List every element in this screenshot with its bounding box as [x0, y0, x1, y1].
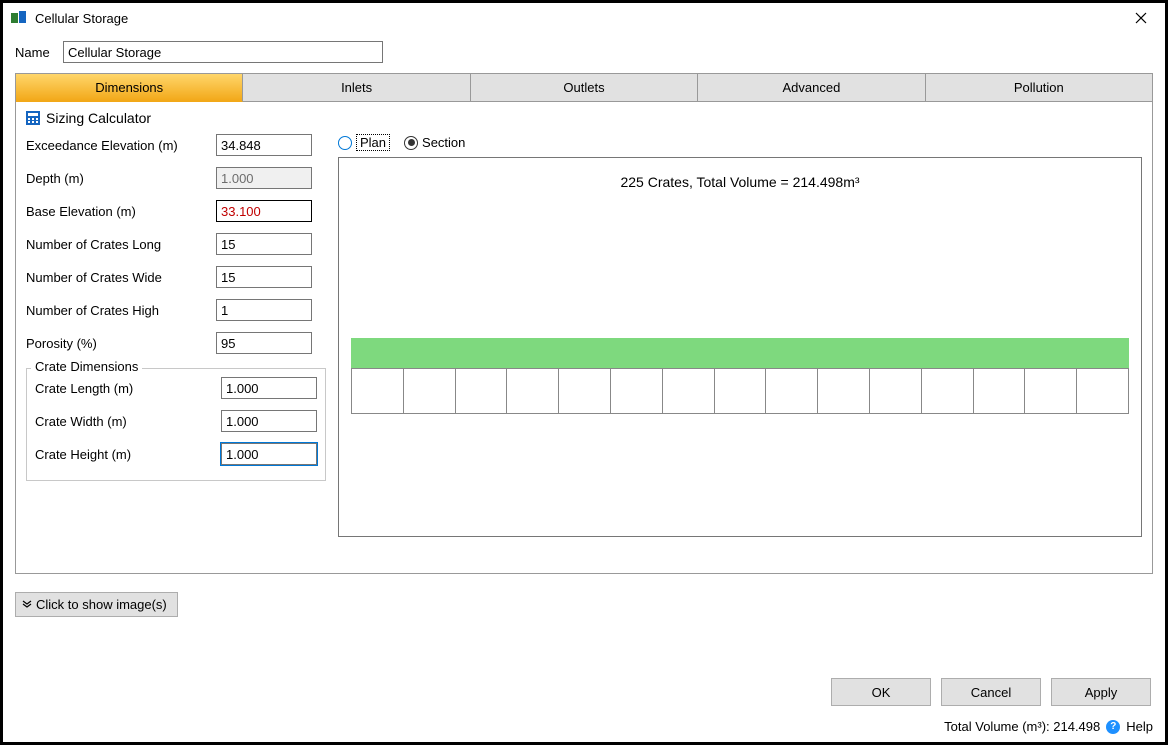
chevron-down-icon — [22, 597, 32, 612]
crate-cell — [974, 369, 1026, 413]
crate-cell — [663, 369, 715, 413]
label-crate-width: Crate Width (m) — [35, 414, 221, 429]
window-title: Cellular Storage — [35, 11, 128, 26]
crate-cell — [352, 369, 404, 413]
tab-pollution[interactable]: Pollution — [926, 74, 1152, 102]
crate-cell — [922, 369, 974, 413]
input-crate-width[interactable] — [221, 410, 317, 432]
ok-button[interactable]: OK — [831, 678, 931, 706]
crate-dimensions-group: Crate Dimensions Crate Length (m) Crate … — [26, 368, 326, 481]
close-button[interactable] — [1121, 5, 1161, 31]
name-row: Name — [15, 41, 1153, 63]
row-base-elevation: Base Elevation (m) — [26, 200, 326, 222]
tab-strip: Dimensions Inlets Outlets Advanced Pollu… — [15, 73, 1153, 102]
status-bar: Total Volume (m³): 214.498 ? Help — [944, 719, 1153, 734]
row-porosity: Porosity (%) — [26, 332, 326, 354]
label-crates-wide: Number of Crates Wide — [26, 270, 216, 285]
tab-advanced[interactable]: Advanced — [698, 74, 925, 102]
radio-plan[interactable]: Plan — [338, 134, 390, 151]
radio-plan-circle-icon — [338, 136, 352, 150]
left-column: Exceedance Elevation (m) Depth (m) Base … — [26, 134, 326, 537]
label-crate-height: Crate Height (m) — [35, 447, 221, 462]
section-preview-title: 225 Crates, Total Volume = 214.498m³ — [339, 158, 1141, 190]
row-crate-height: Crate Height (m) — [35, 443, 317, 465]
crate-dimensions-legend: Crate Dimensions — [31, 359, 142, 374]
input-crate-height[interactable] — [221, 443, 317, 465]
crate-cell — [715, 369, 767, 413]
input-crates-long[interactable] — [216, 233, 312, 255]
apply-button[interactable]: Apply — [1051, 678, 1151, 706]
crate-cell — [559, 369, 611, 413]
label-base-elevation: Base Elevation (m) — [26, 204, 216, 219]
right-column: Plan Section 225 Crates, Total Volume = … — [338, 134, 1142, 537]
crate-cell — [766, 369, 818, 413]
help-link[interactable]: Help — [1126, 719, 1153, 734]
input-crate-length[interactable] — [221, 377, 317, 399]
crate-cell — [507, 369, 559, 413]
radio-section-label: Section — [422, 135, 465, 150]
tab-outlets[interactable]: Outlets — [471, 74, 698, 102]
radio-section[interactable]: Section — [404, 135, 465, 150]
input-exceedance-elevation[interactable] — [216, 134, 312, 156]
input-porosity[interactable] — [216, 332, 312, 354]
input-depth — [216, 167, 312, 189]
tab-inlets[interactable]: Inlets — [243, 74, 470, 102]
row-exceedance-elevation: Exceedance Elevation (m) — [26, 134, 326, 156]
name-input[interactable] — [63, 41, 383, 63]
label-porosity: Porosity (%) — [26, 336, 216, 351]
app-icon — [11, 10, 27, 26]
cellular-storage-dialog: Cellular Storage Name Dimensions Inlets … — [0, 0, 1168, 745]
radio-plan-label: Plan — [356, 134, 390, 151]
tab-dimensions[interactable]: Dimensions — [16, 74, 243, 102]
sizing-calculator-bar[interactable]: Sizing Calculator — [26, 106, 1142, 134]
cancel-button[interactable]: Cancel — [941, 678, 1041, 706]
row-crates-wide: Number of Crates Wide — [26, 266, 326, 288]
crate-cell — [818, 369, 870, 413]
show-images-label: Click to show image(s) — [36, 597, 167, 612]
label-crates-high: Number of Crates High — [26, 303, 216, 318]
row-crate-width: Crate Width (m) — [35, 410, 317, 432]
label-exceedance-elevation: Exceedance Elevation (m) — [26, 138, 216, 153]
crate-cell — [404, 369, 456, 413]
titlebar: Cellular Storage — [3, 3, 1165, 33]
view-toggle: Plan Section — [338, 134, 1142, 151]
name-label: Name — [15, 45, 63, 60]
total-volume-label: Total Volume (m³): 214.498 — [944, 719, 1100, 734]
crate-cell — [870, 369, 922, 413]
show-images-button[interactable]: Click to show image(s) — [15, 592, 178, 617]
input-crates-wide[interactable] — [216, 266, 312, 288]
label-depth: Depth (m) — [26, 171, 216, 186]
section-crate-row — [351, 368, 1129, 414]
crate-cell — [1077, 369, 1129, 413]
label-crate-length: Crate Length (m) — [35, 381, 221, 396]
section-preview-canvas: 225 Crates, Total Volume = 214.498m³ — [338, 157, 1142, 537]
section-fill-bar — [351, 338, 1129, 368]
input-crates-high[interactable] — [216, 299, 312, 321]
row-crate-length: Crate Length (m) — [35, 377, 317, 399]
content-area: Name Dimensions Inlets Outlets Advanced … — [3, 33, 1165, 617]
label-crates-long: Number of Crates Long — [26, 237, 216, 252]
sizing-calculator-label: Sizing Calculator — [46, 110, 151, 126]
dimensions-panel: Sizing Calculator Exceedance Elevation (… — [15, 102, 1153, 574]
row-crates-high: Number of Crates High — [26, 299, 326, 321]
crate-cell — [456, 369, 508, 413]
help-icon: ? — [1106, 720, 1120, 734]
row-depth: Depth (m) — [26, 167, 326, 189]
footer-buttons: OK Cancel Apply — [831, 678, 1151, 706]
crate-cell — [1025, 369, 1077, 413]
crate-cell — [611, 369, 663, 413]
radio-section-circle-icon — [404, 136, 418, 150]
input-base-elevation[interactable] — [216, 200, 312, 222]
calculator-icon — [26, 111, 40, 125]
body-row: Exceedance Elevation (m) Depth (m) Base … — [26, 134, 1142, 537]
row-crates-long: Number of Crates Long — [26, 233, 326, 255]
